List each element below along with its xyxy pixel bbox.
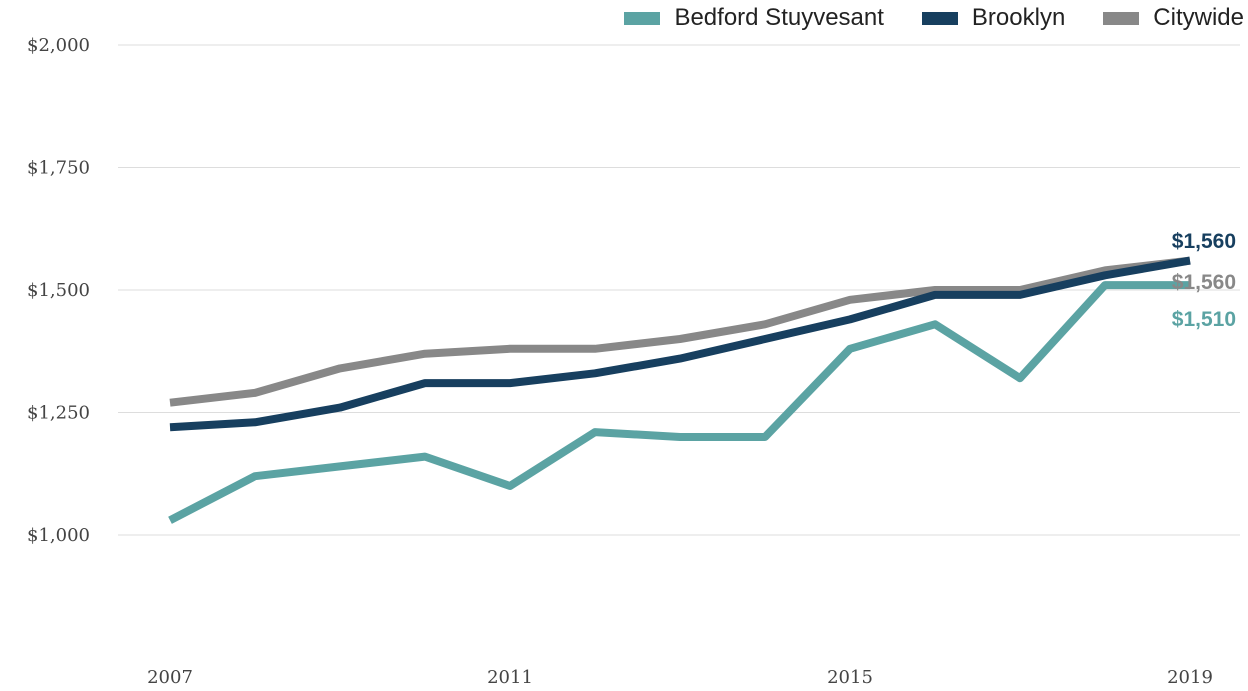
end-value-label: $1,560 [1172, 230, 1236, 253]
x-tick-label: 2015 [827, 667, 873, 688]
y-tick-label: $2,000 [27, 35, 90, 56]
legend-swatch [921, 11, 958, 25]
y-tick-label: $1,250 [27, 403, 90, 424]
end-value-label: $1,510 [1172, 308, 1236, 331]
end-labels: $1,510 $1,560 $1,560 [1172, 230, 1236, 331]
y-tick-label: $1,500 [27, 280, 90, 301]
series-line-citywide [169, 256, 1191, 407]
legend-label: Citywide [1153, 4, 1244, 31]
legend-swatch [624, 11, 661, 25]
x-tick-label: 2007 [147, 667, 193, 688]
legend: Bedford Stuyvesant Brooklyn Citywide [624, 4, 1244, 32]
legend-item-bedford-stuyvesant: Bedford Stuyvesant [624, 4, 884, 32]
x-tick-label: 2011 [487, 667, 533, 688]
legend-label: Brooklyn [971, 4, 1066, 31]
series-lines [168, 256, 1191, 524]
end-value-label: $1,560 [1172, 271, 1236, 294]
y-tick-label: $1,750 [27, 158, 90, 179]
y-axis-ticks: $2,000 $1,750 $1,500 $1,250 $1,000 [27, 35, 90, 546]
legend-item-citywide: Citywide [1103, 4, 1244, 32]
x-tick-label: 2019 [1167, 667, 1213, 688]
gridlines [118, 44, 1240, 536]
series-line-brooklyn [169, 256, 1191, 432]
legend-item-brooklyn: Brooklyn [921, 4, 1066, 32]
legend-swatch [1103, 11, 1140, 25]
legend-label: Bedford Stuyvesant [674, 4, 884, 31]
x-axis-ticks: 2007 2011 2015 2019 [147, 667, 1213, 688]
y-tick-label: $1,000 [27, 525, 90, 546]
series-line-bedford-stuyvesant [168, 281, 1190, 524]
